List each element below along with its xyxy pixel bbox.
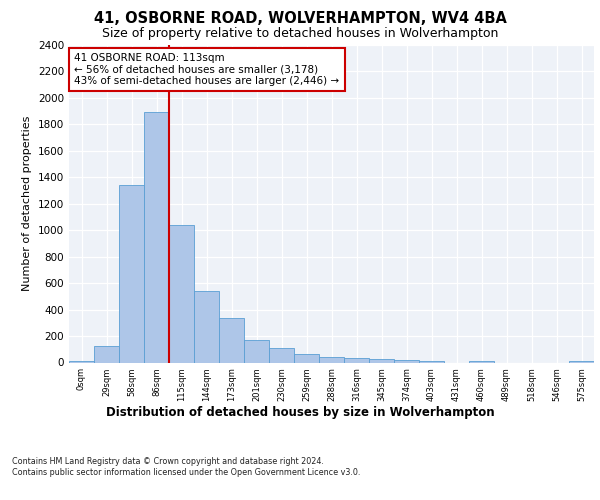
- Bar: [394, 360, 419, 362]
- Bar: [269, 348, 294, 362]
- Text: 41 OSBORNE ROAD: 113sqm
← 56% of detached houses are smaller (3,178)
43% of semi: 41 OSBORNE ROAD: 113sqm ← 56% of detache…: [74, 53, 340, 86]
- Text: Distribution of detached houses by size in Wolverhampton: Distribution of detached houses by size …: [106, 406, 494, 419]
- Bar: [244, 340, 269, 362]
- Y-axis label: Number of detached properties: Number of detached properties: [22, 116, 32, 292]
- Bar: [169, 225, 194, 362]
- Bar: [94, 346, 119, 362]
- Bar: [344, 358, 369, 362]
- Bar: [569, 360, 594, 362]
- Bar: [319, 357, 344, 362]
- Bar: [294, 354, 319, 362]
- Text: 41, OSBORNE ROAD, WOLVERHAMPTON, WV4 4BA: 41, OSBORNE ROAD, WOLVERHAMPTON, WV4 4BA: [94, 11, 506, 26]
- Bar: [369, 359, 394, 362]
- Bar: [469, 360, 494, 362]
- Bar: [194, 291, 219, 362]
- Bar: [119, 185, 144, 362]
- Bar: [69, 360, 94, 362]
- Text: Size of property relative to detached houses in Wolverhampton: Size of property relative to detached ho…: [102, 28, 498, 40]
- Bar: [144, 112, 169, 362]
- Bar: [219, 318, 244, 362]
- Bar: [419, 360, 444, 362]
- Text: Contains HM Land Registry data © Crown copyright and database right 2024.
Contai: Contains HM Land Registry data © Crown c…: [12, 458, 361, 477]
